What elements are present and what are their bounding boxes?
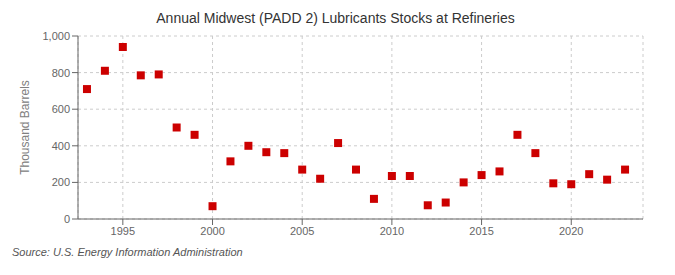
svg-text:800: 800 [52,67,70,79]
svg-text:1995: 1995 [111,225,135,237]
svg-text:1,000: 1,000 [42,30,70,42]
svg-text:0: 0 [64,213,70,225]
svg-text:600: 600 [52,103,70,115]
svg-text:2000: 2000 [200,225,224,237]
svg-text:2015: 2015 [469,225,493,237]
svg-text:Thousand Barrels: Thousand Barrels [18,80,32,175]
svg-text:2005: 2005 [290,225,314,237]
html-text:Source: U.S. Energy Informatio: Source: U.S. Energy Information Administ… [12,246,243,258]
svg-text:2020: 2020 [559,225,583,237]
html-text:Annual Midwest (PADD 2) Lubric: Annual Midwest (PADD 2) Lubricants Stock… [156,10,515,26]
svg-text:2010: 2010 [380,225,404,237]
svg-text:400: 400 [52,140,70,152]
svg-text:200: 200 [52,176,70,188]
